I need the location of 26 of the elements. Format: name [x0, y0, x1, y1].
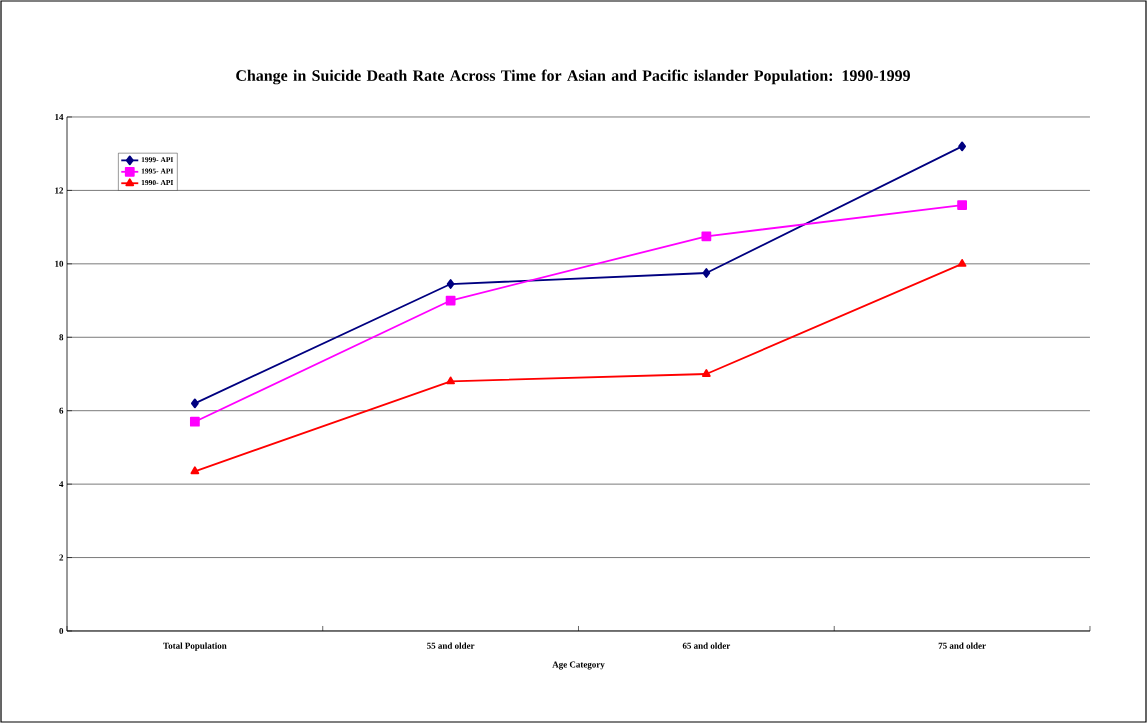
x-tick-label: Total Population [163, 642, 227, 651]
y-tick-label: 4 [59, 481, 64, 488]
chart-title: Change in Suicide Death Rate Across Time for Asian and Pacific islander Population: 1990-1999 [236, 69, 910, 85]
point [957, 258, 967, 267]
x-tick-label: 65 and older [682, 642, 731, 649]
y-tick-label: 14 [55, 114, 64, 120]
y-tick-label: 12 [55, 187, 64, 194]
point [190, 466, 200, 475]
x-tick-label: 75 and older [938, 642, 986, 649]
point [189, 416, 200, 427]
y-tick-label: 6 [59, 407, 64, 414]
point [446, 279, 455, 289]
point [701, 231, 712, 242]
y-tick-label: 0 [59, 627, 64, 635]
x-tick-label: 55 and older [427, 642, 475, 649]
x-axis-title: Age Category [552, 661, 605, 670]
point [957, 200, 967, 210]
point [446, 376, 455, 385]
y-tick-label: 10 [55, 260, 64, 267]
point [445, 295, 456, 306]
point [190, 398, 199, 409]
point [958, 141, 966, 152]
point [702, 369, 711, 377]
y-tick-label: 8 [59, 334, 64, 341]
y-tick-label: 2 [59, 554, 64, 561]
point [702, 268, 711, 278]
